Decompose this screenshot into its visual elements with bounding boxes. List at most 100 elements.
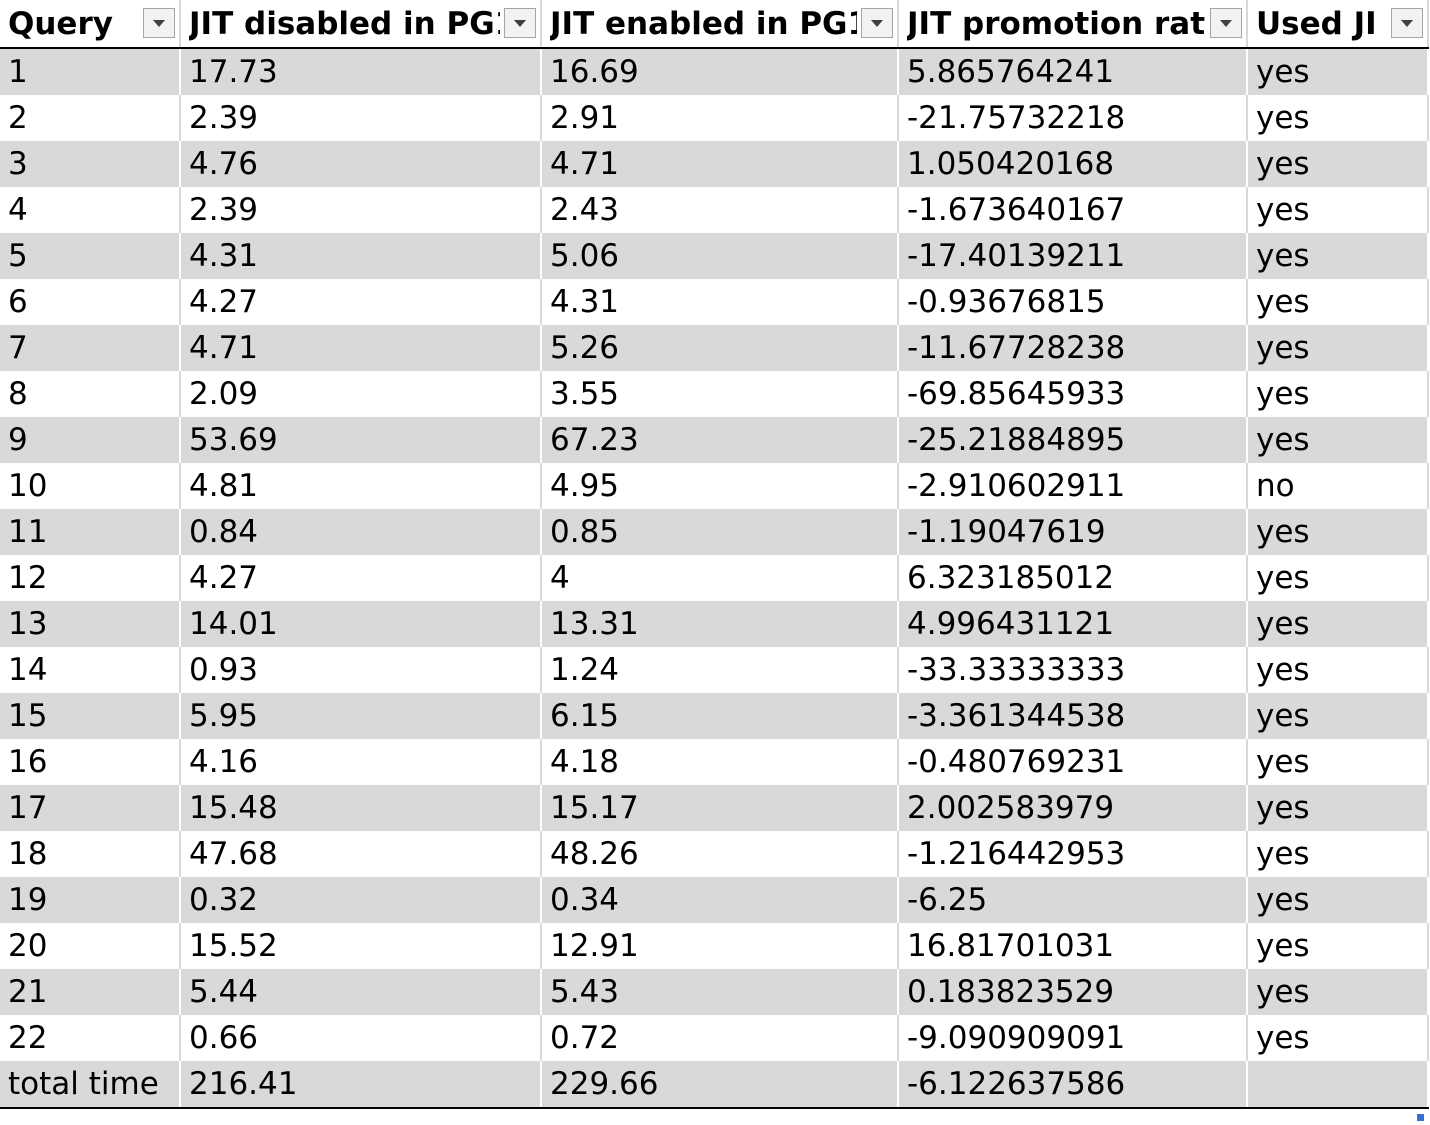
cell-jit-disabled[interactable]: 15.52 (180, 923, 542, 969)
cell-promotion-rate[interactable]: 4.996431121 (898, 601, 1248, 647)
cell-used-jit[interactable]: yes (1247, 831, 1429, 877)
cell-promotion-rate[interactable]: -1.673640167 (898, 187, 1248, 233)
cell-query[interactable]: 7 (0, 325, 181, 371)
cell-jit-disabled[interactable]: 2.09 (180, 371, 542, 417)
cell-promotion-rate[interactable]: 5.865764241 (898, 48, 1248, 95)
total-cell-promotion-rate[interactable]: -6.122637586 (898, 1061, 1248, 1109)
cell-used-jit[interactable]: yes (1247, 233, 1429, 279)
cell-query[interactable]: 13 (0, 601, 181, 647)
cell-query[interactable]: 15 (0, 693, 181, 739)
cell-query[interactable]: 18 (0, 831, 181, 877)
cell-jit-disabled[interactable]: 2.39 (180, 95, 542, 141)
cell-jit-enabled[interactable]: 4.31 (541, 279, 899, 325)
cell-jit-enabled[interactable]: 4.71 (541, 141, 899, 187)
total-cell-jit-enabled[interactable]: 229.66 (541, 1061, 899, 1109)
cell-jit-disabled[interactable]: 0.93 (180, 647, 542, 693)
cell-jit-disabled[interactable]: 4.81 (180, 463, 542, 509)
cell-jit-disabled[interactable]: 4.27 (180, 555, 542, 601)
cell-jit-enabled[interactable]: 1.24 (541, 647, 899, 693)
cell-jit-enabled[interactable]: 4.95 (541, 463, 899, 509)
cell-promotion-rate[interactable]: -21.75732218 (898, 95, 1248, 141)
header-used-jit[interactable]: Used JI (1247, 0, 1429, 49)
cell-promotion-rate[interactable]: 1.050420168 (898, 141, 1248, 187)
cell-jit-enabled[interactable]: 13.31 (541, 601, 899, 647)
cell-jit-disabled[interactable]: 47.68 (180, 831, 542, 877)
cell-jit-enabled[interactable]: 5.06 (541, 233, 899, 279)
cell-query[interactable]: 10 (0, 463, 181, 509)
cell-promotion-rate[interactable]: -3.361344538 (898, 693, 1248, 739)
cell-used-jit[interactable]: yes (1247, 279, 1429, 325)
cell-query[interactable]: 19 (0, 877, 181, 923)
header-jit-enabled[interactable]: JIT enabled in PG1 (541, 0, 899, 49)
cell-jit-disabled[interactable]: 53.69 (180, 417, 542, 463)
cell-used-jit[interactable]: yes (1247, 923, 1429, 969)
cell-jit-enabled[interactable]: 4.18 (541, 739, 899, 785)
filter-dropdown-icon[interactable] (1391, 8, 1423, 38)
cell-jit-disabled[interactable]: 17.73 (180, 48, 542, 95)
cell-jit-enabled[interactable]: 12.91 (541, 923, 899, 969)
cell-jit-enabled[interactable]: 6.15 (541, 693, 899, 739)
cell-promotion-rate[interactable]: -1.19047619 (898, 509, 1248, 555)
cell-used-jit[interactable]: yes (1247, 1015, 1429, 1061)
cell-used-jit[interactable]: yes (1247, 877, 1429, 923)
cell-used-jit[interactable]: yes (1247, 48, 1429, 95)
cell-promotion-rate[interactable]: -9.090909091 (898, 1015, 1248, 1061)
cell-query[interactable]: 12 (0, 555, 181, 601)
cell-query[interactable]: 16 (0, 739, 181, 785)
cell-promotion-rate[interactable]: 16.81701031 (898, 923, 1248, 969)
cell-jit-disabled[interactable]: 4.31 (180, 233, 542, 279)
cell-jit-enabled[interactable]: 3.55 (541, 371, 899, 417)
filter-dropdown-icon[interactable] (504, 8, 536, 38)
cell-query[interactable]: 6 (0, 279, 181, 325)
cell-query[interactable]: 1 (0, 48, 181, 95)
cell-jit-disabled[interactable]: 15.48 (180, 785, 542, 831)
cell-jit-enabled[interactable]: 15.17 (541, 785, 899, 831)
cell-query[interactable]: 21 (0, 969, 181, 1015)
cell-used-jit[interactable]: yes (1247, 647, 1429, 693)
cell-used-jit[interactable]: yes (1247, 187, 1429, 233)
cell-jit-disabled[interactable]: 4.27 (180, 279, 542, 325)
cell-promotion-rate[interactable]: -1.216442953 (898, 831, 1248, 877)
cell-jit-disabled[interactable]: 2.39 (180, 187, 542, 233)
cell-query[interactable]: 4 (0, 187, 181, 233)
cell-used-jit[interactable]: yes (1247, 509, 1429, 555)
cell-query[interactable]: 14 (0, 647, 181, 693)
cell-used-jit[interactable]: yes (1247, 95, 1429, 141)
header-jit-promotion-rate[interactable]: JIT promotion rat (898, 0, 1248, 49)
cell-query[interactable]: 20 (0, 923, 181, 969)
cell-query[interactable]: 3 (0, 141, 181, 187)
cell-promotion-rate[interactable]: -0.93676815 (898, 279, 1248, 325)
cell-used-jit[interactable]: yes (1247, 739, 1429, 785)
cell-jit-disabled[interactable]: 5.44 (180, 969, 542, 1015)
cell-query[interactable]: 17 (0, 785, 181, 831)
cell-jit-disabled[interactable]: 4.71 (180, 325, 542, 371)
total-cell-used-jit[interactable] (1247, 1061, 1429, 1109)
cell-promotion-rate[interactable]: -25.21884895 (898, 417, 1248, 463)
cell-promotion-rate[interactable]: 0.183823529 (898, 969, 1248, 1015)
cell-used-jit[interactable]: yes (1247, 417, 1429, 463)
cell-promotion-rate[interactable]: -33.33333333 (898, 647, 1248, 693)
cell-promotion-rate[interactable]: 6.323185012 (898, 555, 1248, 601)
filter-dropdown-icon[interactable] (143, 8, 175, 38)
cell-jit-enabled[interactable]: 67.23 (541, 417, 899, 463)
table-resize-handle-icon[interactable] (1417, 1114, 1424, 1121)
cell-used-jit[interactable]: no (1247, 463, 1429, 509)
cell-used-jit[interactable]: yes (1247, 601, 1429, 647)
filter-dropdown-icon[interactable] (1210, 8, 1242, 38)
cell-jit-enabled[interactable]: 48.26 (541, 831, 899, 877)
cell-promotion-rate[interactable]: -17.40139211 (898, 233, 1248, 279)
cell-used-jit[interactable]: yes (1247, 141, 1429, 187)
cell-jit-disabled[interactable]: 0.66 (180, 1015, 542, 1061)
cell-promotion-rate[interactable]: 2.002583979 (898, 785, 1248, 831)
cell-used-jit[interactable]: yes (1247, 325, 1429, 371)
cell-jit-enabled[interactable]: 4 (541, 555, 899, 601)
cell-query[interactable]: 22 (0, 1015, 181, 1061)
cell-jit-enabled[interactable]: 2.43 (541, 187, 899, 233)
cell-promotion-rate[interactable]: -6.25 (898, 877, 1248, 923)
cell-jit-disabled[interactable]: 5.95 (180, 693, 542, 739)
cell-jit-disabled[interactable]: 0.84 (180, 509, 542, 555)
cell-query[interactable]: 2 (0, 95, 181, 141)
cell-query[interactable]: 9 (0, 417, 181, 463)
cell-query[interactable]: 11 (0, 509, 181, 555)
cell-jit-enabled[interactable]: 0.72 (541, 1015, 899, 1061)
